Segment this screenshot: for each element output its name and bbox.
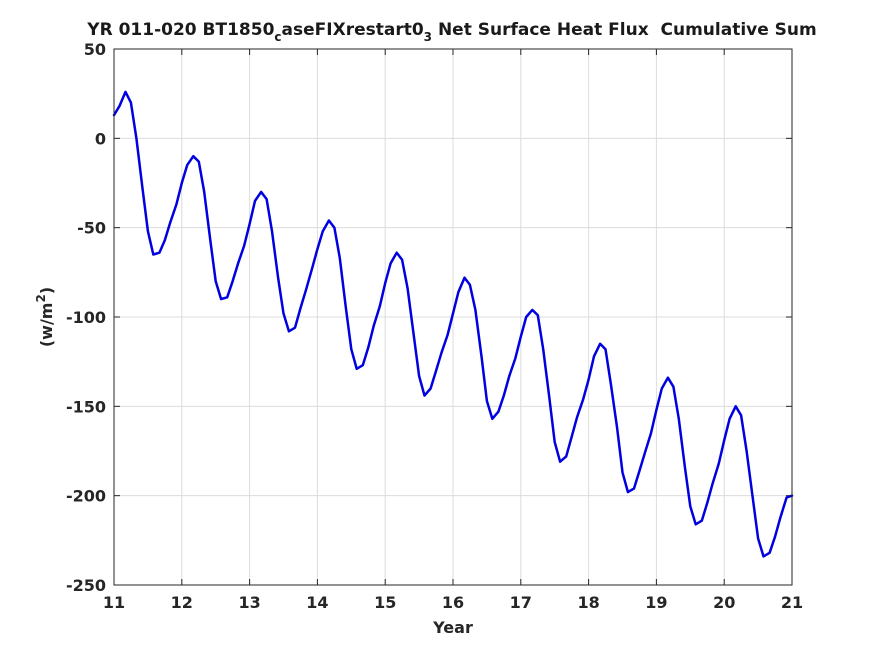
chart-title-suffix: Net Surface Heat Flux Cumulative Sum	[432, 20, 817, 40]
y-tick-label: -250	[66, 576, 106, 595]
x-tick-label: 18	[577, 593, 599, 612]
chart-title-sub1: c	[274, 30, 281, 44]
chart-title-prefix: YR 011-020 BT1850	[86, 20, 274, 40]
series-line	[112, 90, 794, 558]
y-tick-label: 0	[95, 129, 106, 148]
x-tick-label: 16	[442, 593, 464, 612]
y-tick-label: 50	[84, 40, 106, 59]
chart-title: YR 011-020 BT1850caseFIXrestart03 Net Su…	[86, 20, 816, 44]
x-tick-label: 12	[171, 593, 193, 612]
x-tick-label: 14	[306, 593, 328, 612]
x-tick-label: 20	[713, 593, 735, 612]
x-tick-label: 17	[510, 593, 532, 612]
x-tick-label: 13	[238, 593, 260, 612]
y-axis-label-close: )	[37, 287, 56, 294]
x-tick-labels: 11 12 13 14 15 16 17 18 19 20 21	[103, 593, 803, 612]
x-tick-label: 19	[645, 593, 667, 612]
y-axis-label-sup: 2	[34, 294, 48, 302]
x-tick-label: 11	[103, 593, 125, 612]
y-tick-label: -50	[77, 219, 106, 238]
x-axis-label: Year	[432, 618, 473, 637]
chart-title-sub2: 3	[424, 30, 432, 44]
series-layer	[112, 90, 794, 558]
chart-title-mid: aseFIXrestart0	[282, 20, 424, 40]
y-tick-label: -200	[66, 487, 106, 506]
y-axis-label-text: (w/m	[37, 303, 56, 348]
x-tick-label: 21	[781, 593, 803, 612]
y-tick-label: -100	[66, 308, 106, 327]
y-tick-label: -150	[66, 397, 106, 416]
y-axis-label: (w/m2)	[34, 287, 56, 347]
y-tick-labels: 50 0 -50 -100 -150 -200 -250	[66, 40, 106, 595]
x-tick-label: 15	[374, 593, 396, 612]
axes-box	[113, 48, 793, 586]
